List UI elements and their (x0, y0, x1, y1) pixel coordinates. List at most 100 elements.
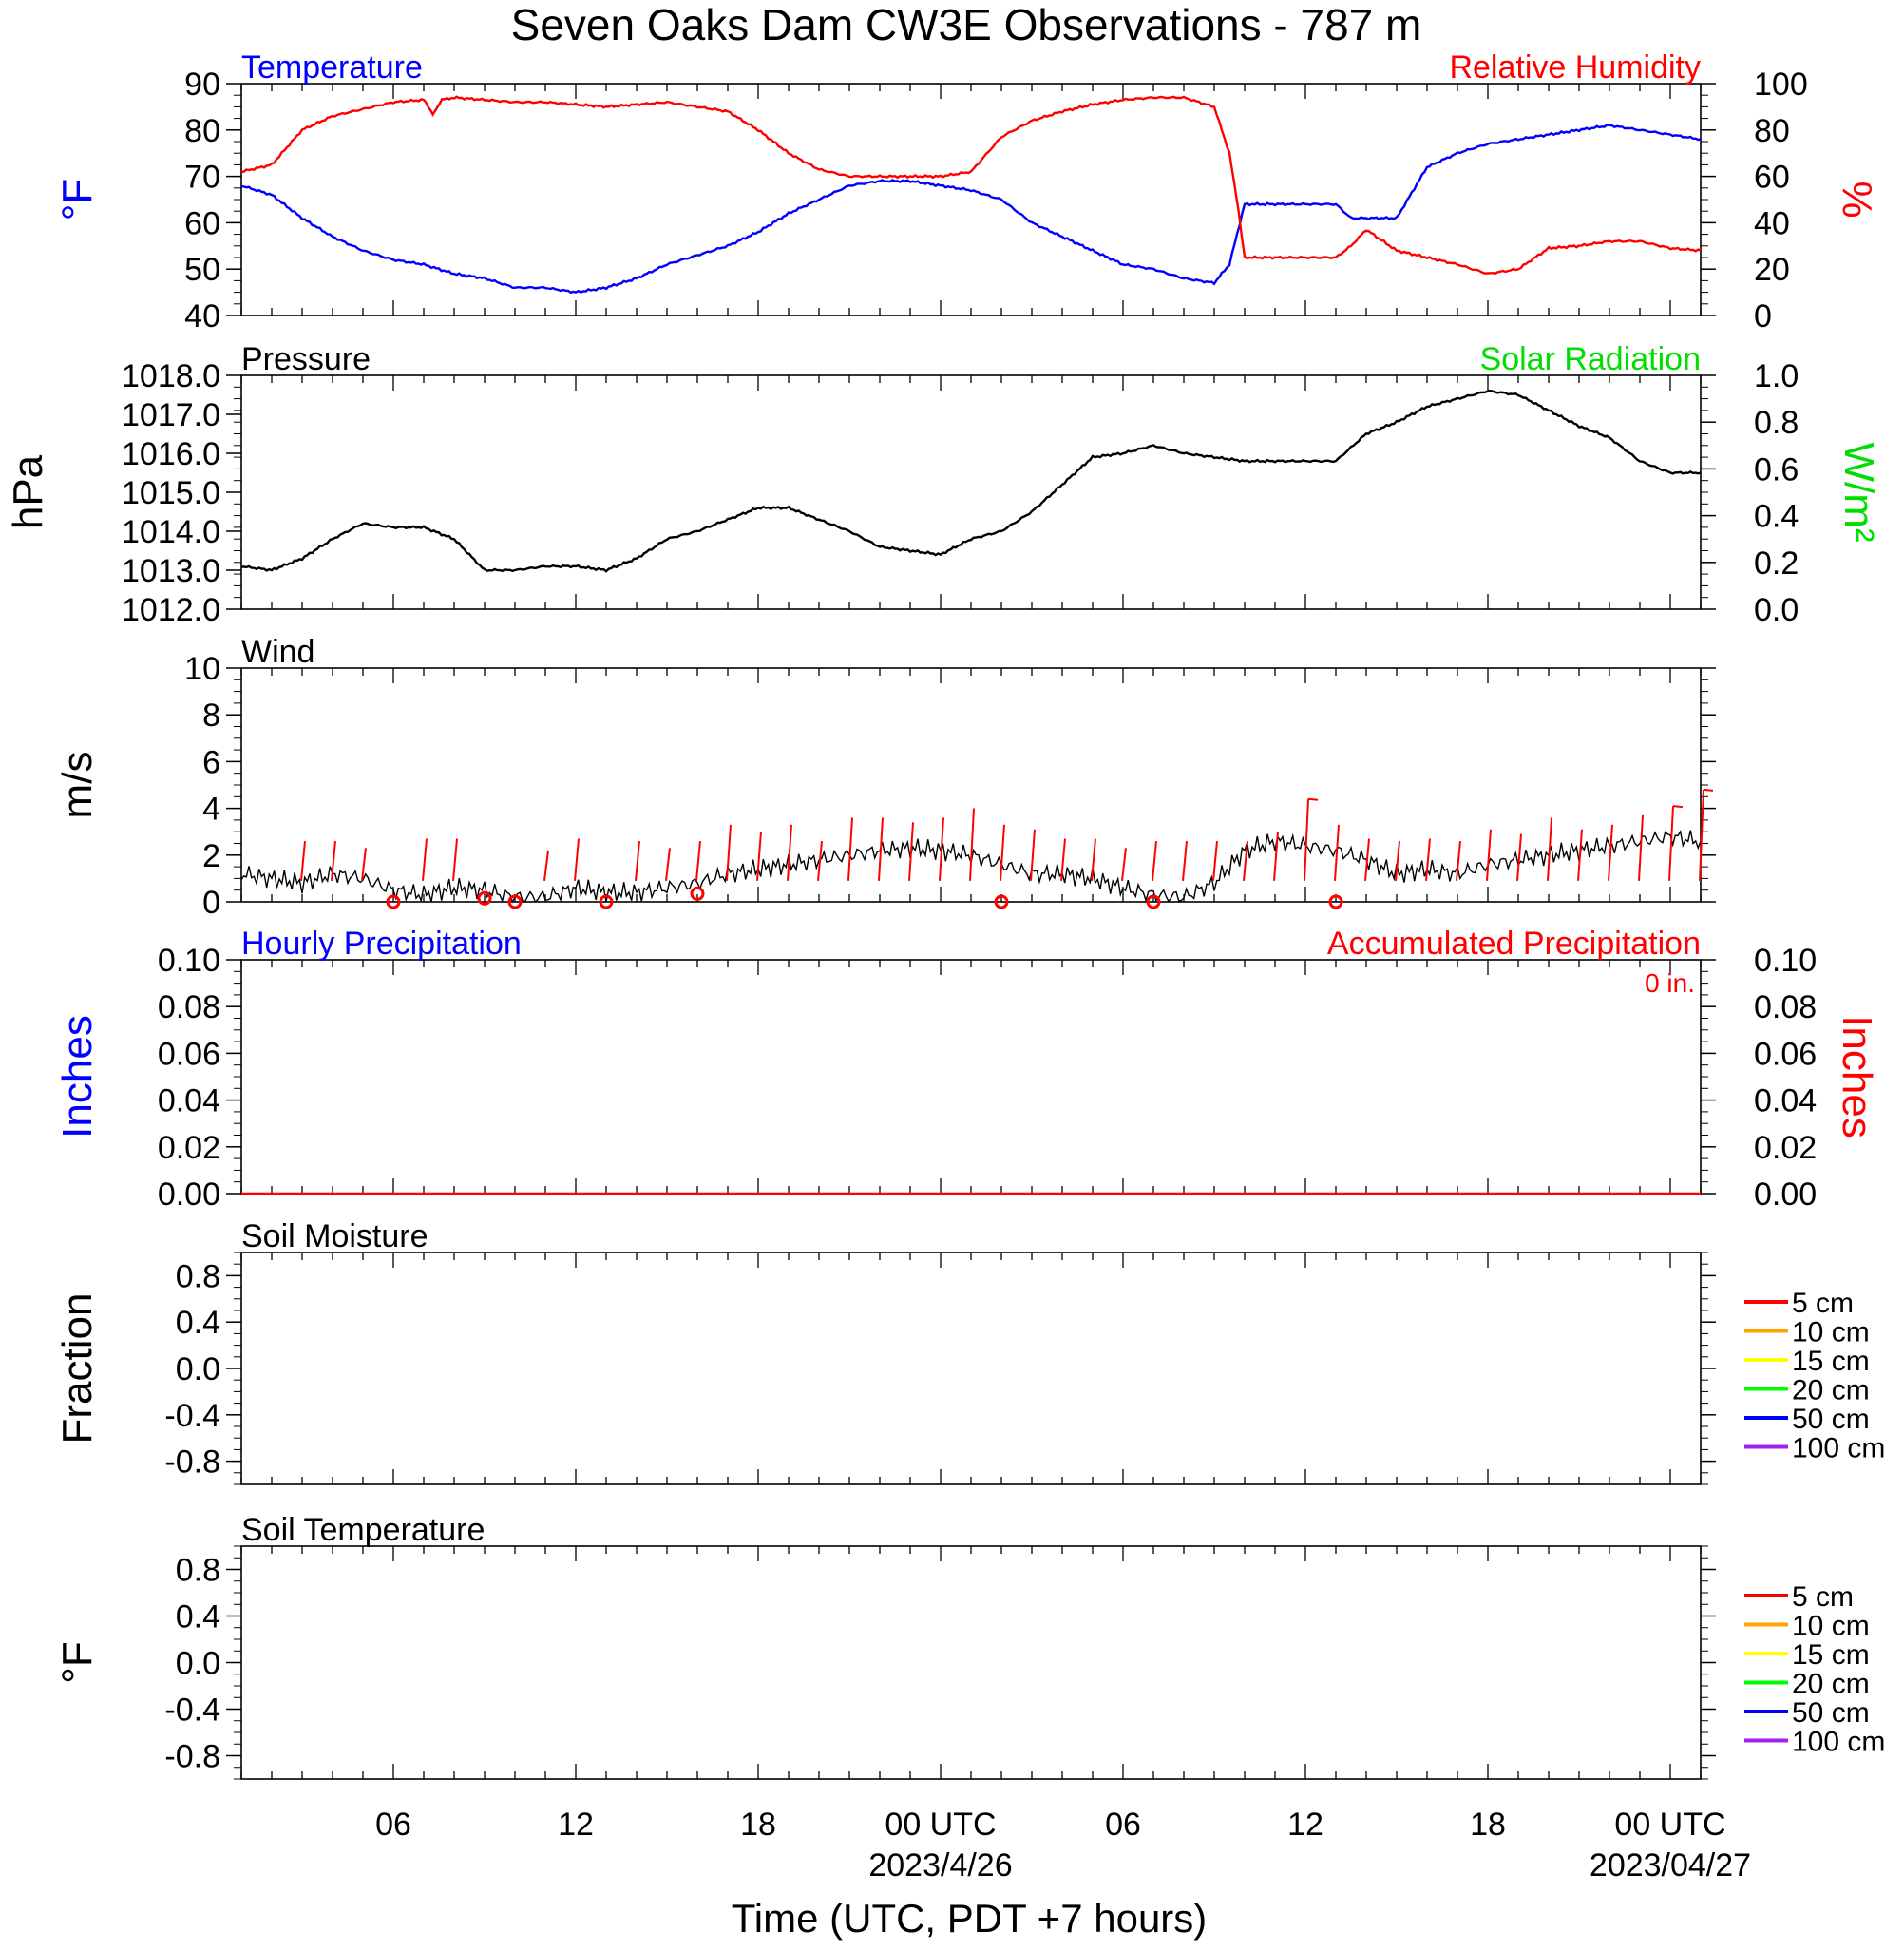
left-tick-label: 0.4 (176, 1599, 220, 1635)
left-axis-title: m/s (54, 752, 101, 819)
left-tick-label: -0.4 (164, 1693, 220, 1729)
wind-barb (1577, 829, 1583, 881)
plot-frame (240, 1545, 1702, 1780)
wind-barb (1182, 840, 1188, 881)
right-tick-label: 80 (1754, 113, 1790, 149)
x-date-label: 2023/4/26 (868, 1847, 1012, 1884)
left-tick-label: 0 (202, 885, 220, 921)
left-tick-label: -0.8 (164, 1739, 220, 1775)
left-tick-label: 1018.0 (122, 358, 220, 394)
wind-barb (939, 817, 944, 881)
x-axis-label: Time (UTC, PDT +7 hours) (732, 1896, 1208, 1941)
wind-barb (1547, 817, 1552, 881)
left-tick-label: 4 (202, 792, 220, 828)
legend-label: 50 cm (1792, 1697, 1870, 1729)
legend-label: 20 cm (1792, 1375, 1870, 1406)
left-tick-label: 0.4 (176, 1305, 220, 1341)
x-date-label: 2023/04/27 (1590, 1847, 1751, 1884)
wind-barb (665, 848, 671, 881)
wind-barb (361, 848, 367, 881)
wind-barb (1091, 838, 1096, 881)
wind-barb (1486, 829, 1492, 881)
legend-label: 15 cm (1792, 1639, 1870, 1671)
calm-wind-marker (477, 890, 492, 906)
x-tick-label: 12 (1287, 1807, 1323, 1843)
panel-soil-moisture: 0.8 0.4 0.0 -0.4 -0.8 Soil Moisture Fraction 5 … (54, 1218, 1885, 1485)
wind-barb (1152, 840, 1157, 881)
plot-frame (240, 83, 1702, 316)
wind-barb (787, 824, 792, 881)
legend-label: 15 cm (1792, 1346, 1870, 1377)
right-tick-label: 0.0 (1754, 592, 1799, 628)
wind-barb (695, 840, 701, 881)
wind-barb (543, 850, 549, 881)
left-tick-label: 0.08 (158, 989, 220, 1025)
legend-label: 10 cm (1792, 1317, 1870, 1348)
left-axis-title: °F (54, 179, 101, 220)
wind-barb (847, 817, 853, 881)
panel-left-label: Soil Temperature (241, 1512, 485, 1548)
left-tick-label: 80 (184, 113, 220, 149)
left-tick-label: -0.8 (164, 1444, 220, 1481)
left-tick-label: 1013.0 (122, 553, 220, 589)
wind-barb (422, 838, 428, 881)
wind-barb (1516, 833, 1522, 881)
wind-barb (1121, 848, 1127, 881)
calm-wind-marker (1146, 894, 1161, 909)
figure-title: Seven Oaks Dam CW3E Observations - 787 m (511, 0, 1422, 49)
panel-right-label: Relative Humidity (1449, 49, 1701, 86)
wind-barb (756, 832, 762, 881)
calm-wind-marker (507, 894, 523, 909)
panel-left-label: Soil Moisture (241, 1218, 428, 1254)
wind-barb (1243, 840, 1248, 881)
wind-barb (1000, 824, 1005, 881)
left-tick-label: 50 (184, 252, 220, 288)
wind-barb (1334, 824, 1340, 881)
wind-barb-flag (1703, 788, 1714, 792)
left-tick-label: 0.0 (176, 1351, 220, 1387)
panel-temperature-humidity: 90 80 70 60 50 40 100 80 60 40 20 0 Temperature Relat… (54, 49, 1880, 335)
left-tick-label: 0.10 (158, 943, 220, 979)
left-tick-label: 6 (202, 744, 220, 780)
right-tick-label: 100 (1754, 67, 1808, 103)
wind-barb (1364, 838, 1370, 881)
x-tick-label: 00 UTC (885, 1807, 996, 1843)
right-tick-label: 0.00 (1754, 1176, 1817, 1213)
right-tick-label: 60 (1754, 160, 1790, 196)
wind-barb (1608, 824, 1613, 881)
wind-barb (726, 824, 732, 881)
right-tick-label: 20 (1754, 252, 1790, 288)
right-tick-label: 0.2 (1754, 545, 1799, 582)
wind-barb (1304, 798, 1309, 881)
plot-frame (240, 374, 1702, 610)
left-tick-label: 1014.0 (122, 514, 220, 550)
right-tick-label: 40 (1754, 205, 1790, 241)
x-tick-label: 00 UTC (1614, 1807, 1725, 1843)
precip-total-annotation: 0 in. (1645, 968, 1695, 998)
left-tick-label: 10 (184, 651, 220, 687)
left-tick-label: 40 (184, 298, 220, 335)
wind-barb (452, 838, 458, 881)
plot-frame (240, 959, 1702, 1195)
wind-barb (1699, 789, 1704, 881)
left-tick-label: -0.4 (164, 1398, 220, 1434)
legend-label: 50 cm (1792, 1404, 1870, 1435)
left-tick-label: 1012.0 (122, 592, 220, 628)
panel-left-label: Temperature (241, 49, 423, 86)
wind-barb (1030, 829, 1036, 881)
right-tick-label: 0.04 (1754, 1083, 1817, 1119)
right-tick-label: 0.06 (1754, 1036, 1817, 1072)
wind-barb (1273, 832, 1279, 881)
legend-label: 20 cm (1792, 1669, 1870, 1700)
left-tick-label: 0.0 (176, 1646, 220, 1682)
wind-barb (969, 808, 975, 881)
wind-barb (1638, 814, 1644, 881)
panel-wind: 10 8 6 4 2 0 Wind m/s (54, 634, 1716, 921)
wind-barb (908, 822, 914, 881)
wind-barb (574, 838, 580, 881)
legend-label: 10 cm (1792, 1611, 1870, 1642)
wind-barb (817, 840, 823, 881)
wind-barb (331, 840, 336, 881)
